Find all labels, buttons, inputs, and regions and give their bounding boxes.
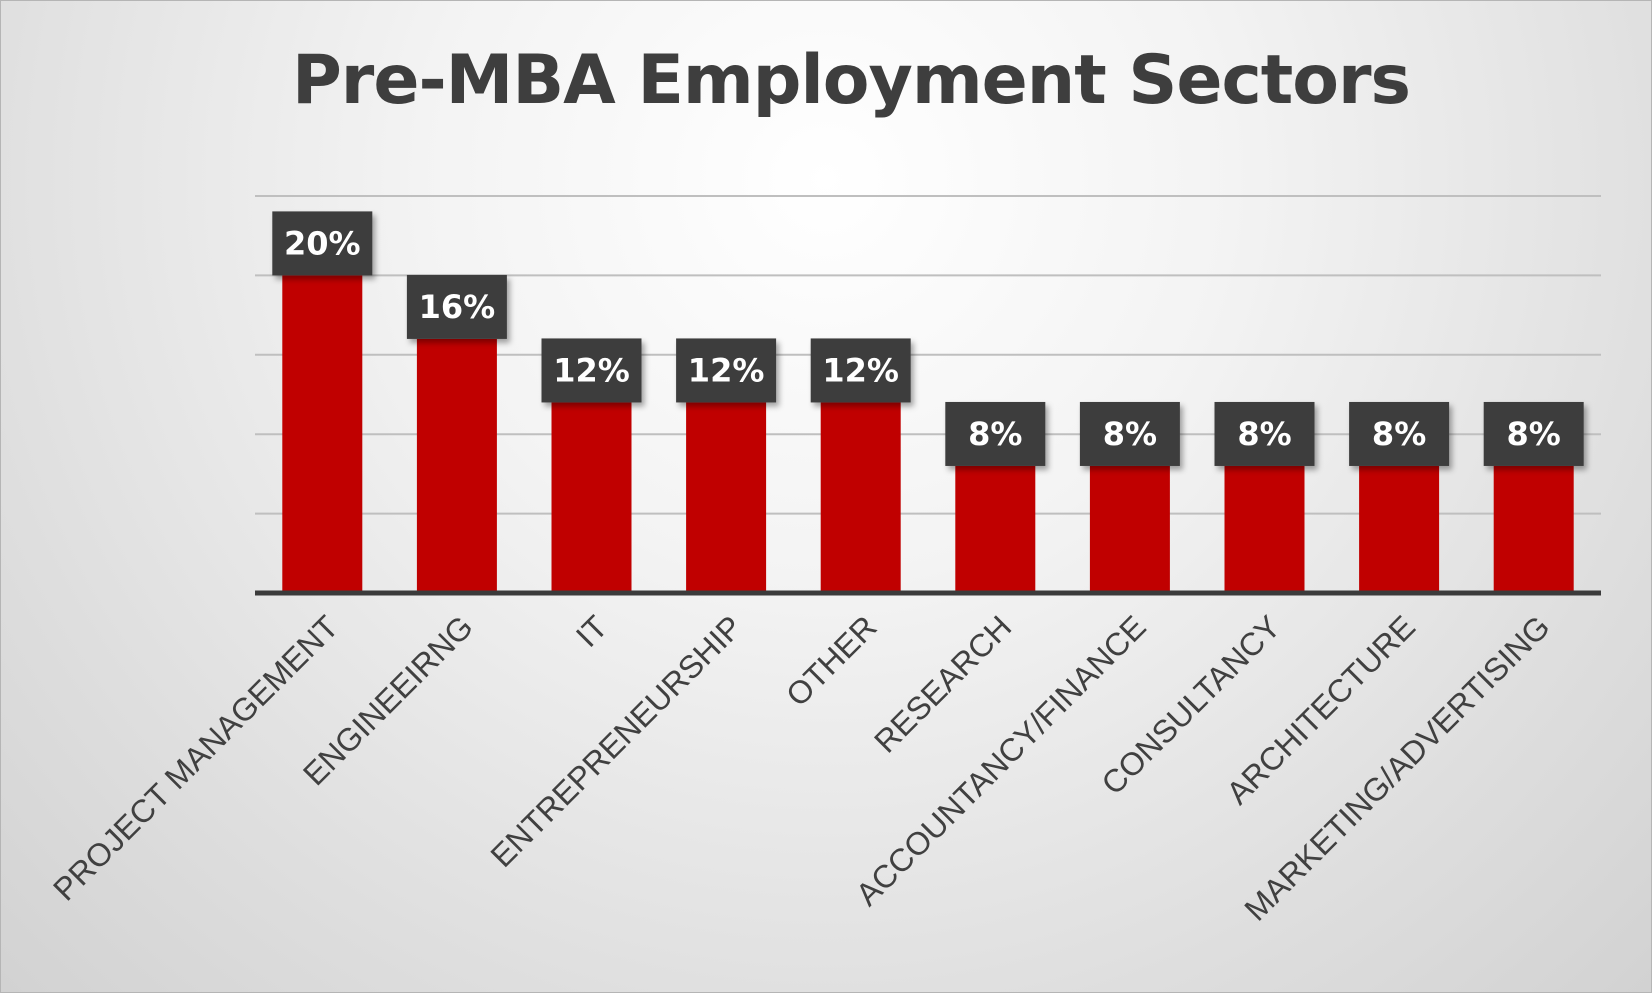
bar [1493, 465, 1574, 593]
category-label: IT [569, 608, 615, 654]
data-label-box [1483, 401, 1584, 466]
data-label-box [810, 338, 911, 403]
data-label: 8% [1507, 415, 1561, 453]
category-label: PROJECT MANAGEMENT [46, 608, 345, 907]
bars [282, 275, 1574, 593]
category-label: ACCOUNTANCY/FINANCE [849, 608, 1153, 912]
bar [416, 338, 497, 593]
data-label: 12% [688, 351, 765, 389]
bar [1224, 465, 1305, 593]
data-label: 8% [1103, 415, 1157, 453]
category-label: OTHER [779, 608, 884, 713]
bar [551, 402, 632, 593]
bar [1359, 465, 1440, 593]
data-label-box [406, 274, 507, 339]
data-label: 8% [1372, 415, 1426, 453]
chart-title: Pre-MBA Employment Sectors [291, 41, 1411, 120]
data-label-box [541, 338, 642, 403]
data-label: 12% [553, 351, 630, 389]
data-label: 16% [419, 288, 496, 326]
bar [820, 402, 901, 593]
data-label: 8% [968, 415, 1022, 453]
data-label: 8% [1237, 415, 1291, 453]
data-label-box [272, 211, 373, 276]
bar [955, 465, 1036, 593]
data-label: 20% [284, 224, 361, 262]
data-labels: 20% 16% 12% 12% 12% 8% 8% 8% 8% 8% [272, 211, 1584, 466]
bar [282, 275, 363, 593]
category-label: RESEARCH [867, 608, 1018, 759]
data-label-box [1079, 401, 1180, 466]
data-label-box [1349, 401, 1450, 466]
bar [1089, 465, 1170, 593]
data-label: 12% [822, 351, 899, 389]
category-label: ENTREPRENEURSHIP [483, 608, 749, 874]
data-label-box [945, 401, 1046, 466]
bar [686, 402, 767, 593]
data-label-box [1214, 401, 1315, 466]
data-label-box [676, 338, 777, 403]
